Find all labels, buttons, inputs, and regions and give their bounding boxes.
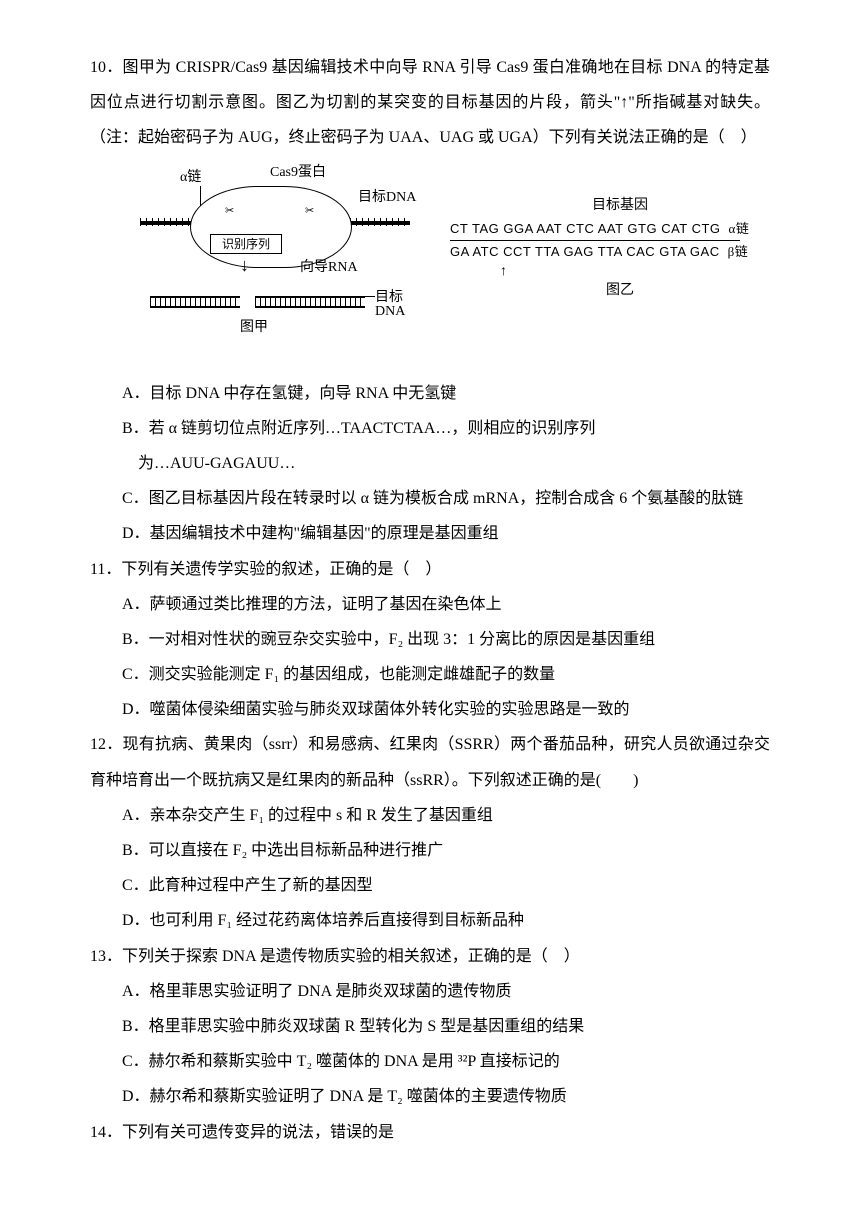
- diagram-right: 目标基因 CT TAG GGA AAT CTC AAT GTG CAT CTG …: [450, 196, 790, 301]
- q11-options: A．萨顿通过类比推理的方法，证明了基因在染色体上 B．一对相对性状的豌豆杂交实验…: [90, 587, 770, 728]
- arrow-up-icon: ↑: [450, 262, 790, 282]
- cas9-protein-shape: [190, 186, 352, 268]
- q10-diagram: α链 Cas9蛋白 目标DNA ✂ ✂ 识别序列 向导RNA ↓ 目标DNA 图…: [140, 166, 770, 366]
- q13-option-b: B．格里菲思实验中肺炎双球菌 R 型转化为 S 型是基因重组的结果: [122, 1009, 770, 1044]
- caption-right: 图乙: [450, 281, 790, 301]
- q11-option-c: C．测交实验能测定 F₁ 的基因组成，也能测定雌雄配子的数量: [122, 657, 770, 692]
- q12-options: A．亲本杂交产生 F₁ 的过程中 s 和 R 发生了基因重组 B．可以直接在 F…: [90, 798, 770, 939]
- q11-option-b: B．一对相对性状的豌豆杂交实验中，F₂ 出现 3：1 分离比的原因是基因重组: [122, 622, 770, 657]
- recognition-sequence: 识别序列: [210, 234, 282, 254]
- q12-stem: 12．现有抗病、黄果肉（ssrr）和易感病、红果肉（SSRR）两个番茄品种，研究…: [90, 727, 770, 797]
- target-gene-title: 目标基因: [450, 196, 790, 216]
- q10-option-b-cont: 为…AUU-GAGAUU…: [122, 446, 770, 481]
- cas9-label: Cas9蛋白: [270, 166, 326, 180]
- question-10: 10．图甲为 CRISPR/Cas9 基因编辑技术中向导 RNA 引导 Cas9…: [90, 50, 770, 552]
- dna-cut-right: [255, 296, 365, 308]
- q13-options: A．格里菲思实验证明了 DNA 是肺炎双球菌的遗传物质 B．格里菲思实验中肺炎双…: [90, 974, 770, 1115]
- q10-option-a: A．目标 DNA 中存在氢键，向导 RNA 中无氢键: [122, 376, 770, 411]
- sequence-alpha-row: CT TAG GGA AAT CTC AAT GTG CAT CTG α链: [450, 220, 790, 238]
- q10-option-b: B．若 α 链剪切位点附近序列…TAACTCTAA…，则相应的识别序列: [122, 411, 770, 446]
- alpha-chain-right: α链: [729, 220, 750, 238]
- q12-option-a: A．亲本杂交产生 F₁ 的过程中 s 和 R 发生了基因重组: [122, 798, 770, 833]
- q10-stem: 10．图甲为 CRISPR/Cas9 基因编辑技术中向导 RNA 引导 Cas9…: [90, 50, 770, 156]
- question-12: 12．现有抗病、黄果肉（ssrr）和易感病、红果肉（SSRR）两个番茄品种，研究…: [90, 727, 770, 938]
- q14-stem: 14．下列有关可遗传变异的说法，错误的是: [90, 1115, 770, 1150]
- dna-cut-left: [150, 296, 240, 308]
- q13-option-c: C．赫尔希和蔡斯实验中 T₂ 噬菌体的 DNA 是用 ³²P 直接标记的: [122, 1044, 770, 1079]
- target-dna-label-bottom: 目标DNA: [375, 291, 420, 319]
- diagram-left: α链 Cas9蛋白 目标DNA ✂ ✂ 识别序列 向导RNA ↓ 目标DNA 图…: [140, 166, 420, 346]
- q13-stem: 13．下列关于探索 DNA 是遗传物质实验的相关叙述，正确的是（ ）: [90, 939, 770, 974]
- q12-option-d: D．也可利用 F₁ 经过花药离体培养后直接得到目标新品种: [122, 903, 770, 938]
- connector-line: [365, 296, 375, 297]
- q10-option-d: D．基因编辑技术中建构"编辑基因"的原理是基因重组: [122, 516, 770, 551]
- q13-option-d: D．赫尔希和蔡斯实验证明了 DNA 是 T₂ 噬菌体的主要遗传物质: [122, 1079, 770, 1114]
- target-dna-label: 目标DNA: [358, 191, 416, 205]
- beta-chain-right: β链: [728, 243, 749, 261]
- q12-option-c: C．此育种过程中产生了新的基因型: [122, 868, 770, 903]
- sequence-beta-row: GA ATC CCT TTA GAG TTA CAC GTA GAC β链: [450, 243, 790, 261]
- seq-alpha: CT TAG GGA AAT CTC AAT GTG CAT CTG: [450, 220, 721, 238]
- q13-option-a: A．格里菲思实验证明了 DNA 是肺炎双球菌的遗传物质: [122, 974, 770, 1009]
- sequence-divider: [450, 240, 740, 241]
- q11-option-a: A．萨顿通过类比推理的方法，证明了基因在染色体上: [122, 587, 770, 622]
- alpha-chain-label: α链: [180, 171, 201, 185]
- arrow-down-icon: ↓: [240, 256, 249, 274]
- question-14: 14．下列有关可遗传变异的说法，错误的是: [90, 1115, 770, 1150]
- q11-option-d: D．噬菌体侵染细菌实验与肺炎双球菌体外转化实验的实验思路是一致的: [122, 692, 770, 727]
- guide-rna-label: 向导RNA: [300, 261, 358, 275]
- caption-left: 图甲: [240, 321, 268, 335]
- scissors-icon: ✂: [225, 206, 234, 217]
- q12-option-b: B．可以直接在 F₂ 中选出目标新品种进行推广: [122, 833, 770, 868]
- q11-stem: 11．下列有关遗传学实验的叙述，正确的是（ ）: [90, 552, 770, 587]
- seq-beta: GA ATC CCT TTA GAG TTA CAC GTA GAC: [450, 243, 720, 261]
- question-11: 11．下列有关遗传学实验的叙述，正确的是（ ） A．萨顿通过类比推理的方法，证明…: [90, 552, 770, 728]
- question-13: 13．下列关于探索 DNA 是遗传物质实验的相关叙述，正确的是（ ） A．格里菲…: [90, 939, 770, 1115]
- scissors-icon: ✂: [305, 206, 314, 217]
- q10-options: A．目标 DNA 中存在氢键，向导 RNA 中无氢键 B．若 α 链剪切位点附近…: [90, 376, 770, 552]
- q10-option-c: C．图乙目标基因片段在转录时以 α 链为模板合成 mRNA，控制合成含 6 个氨…: [122, 481, 770, 516]
